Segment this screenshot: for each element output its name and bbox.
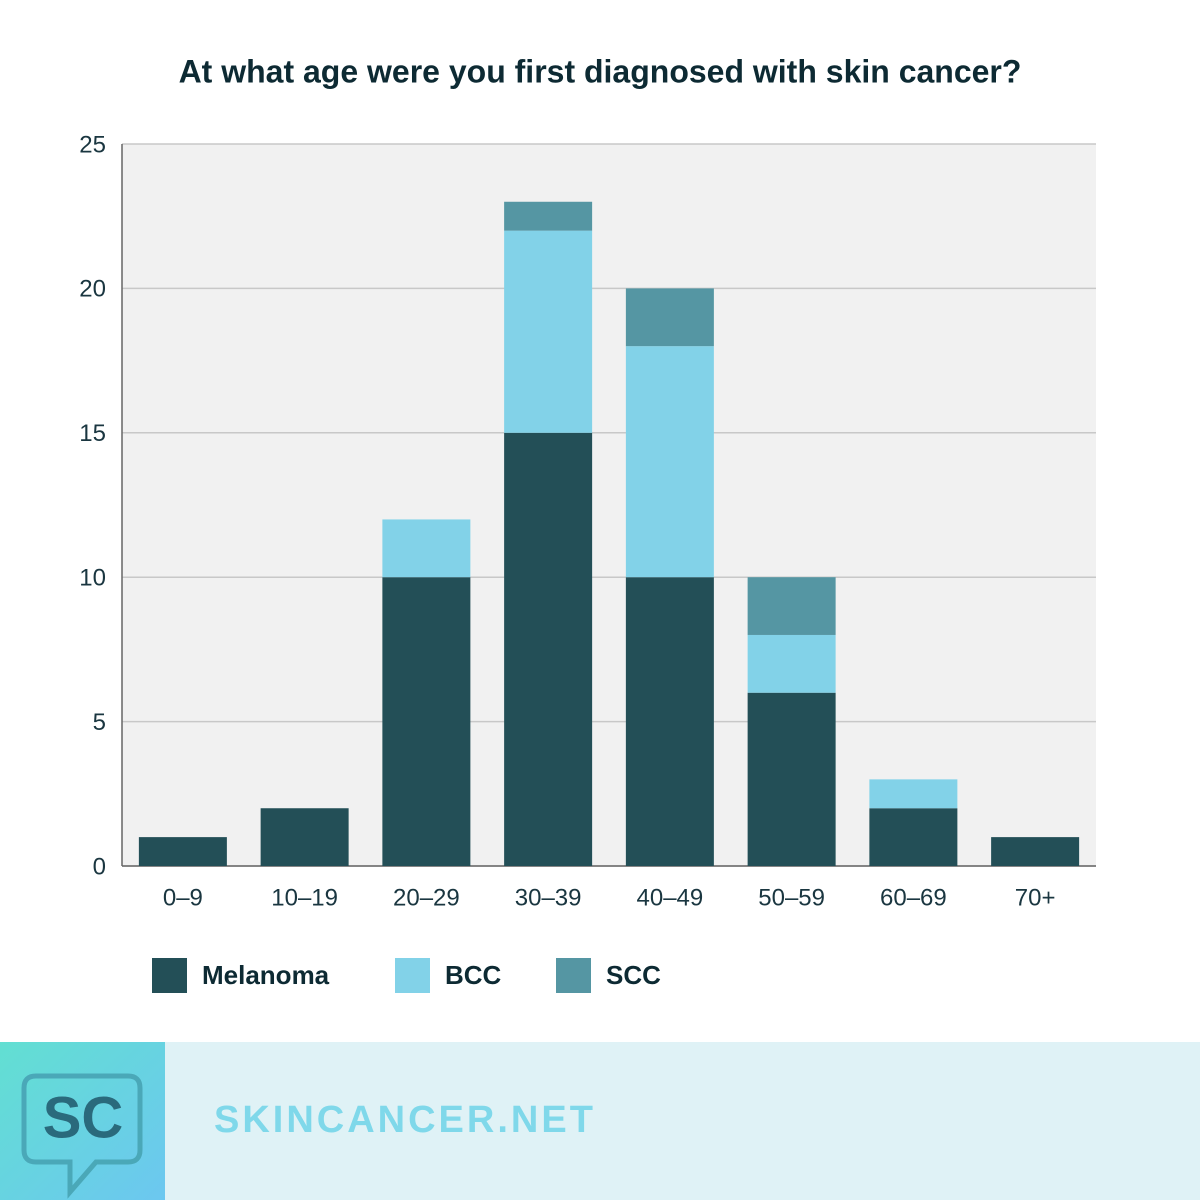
bar-segment [504,201,593,231]
y-tick-label: 15 [79,420,106,447]
chart-title: At what age were you first diagnosed wit… [179,53,1022,89]
chart: 0 5 10 15 20 25 0–9 10–19 20–29 30–39 40–49 50–59 60… [79,131,1096,993]
footer [0,1042,1200,1200]
x-tick-label: 70+ [1015,884,1056,911]
y-tick-label: 0 [93,853,106,880]
logo-text: SC [43,1085,124,1150]
bar-segment [504,432,593,866]
y-tick-label: 10 [79,565,106,592]
x-tick-label: 10–19 [271,884,338,911]
legend-swatch [395,958,430,993]
x-tick-label: 40–49 [637,884,704,911]
bar-segment [260,808,349,866]
x-tick-label: 20–29 [393,884,460,911]
bar-segment [869,808,958,866]
site-name[interactable]: SKINCANCER.NET [214,1099,596,1141]
bar-segment [625,577,714,866]
y-tick-label: 25 [79,131,106,158]
legend-swatch [152,958,187,993]
x-tick-label: 50–59 [758,884,825,911]
legend-label: Melanoma [202,960,330,990]
x-tick-label: 60–69 [880,884,947,911]
y-tick-label: 5 [93,709,106,736]
x-tick-label: 30–39 [515,884,582,911]
bar-segment [991,837,1080,866]
bar-segment [625,288,714,347]
bar-segment [504,230,593,433]
legend-label: BCC [445,960,502,990]
bar-segment [382,577,471,866]
bar-segment [747,634,836,693]
bar-segment [625,346,714,578]
bar-segment [747,577,836,635]
y-tick-label: 20 [79,276,106,303]
logo-bubble [21,1073,143,1199]
legend-swatch [556,958,591,993]
legend-label: SCC [606,960,661,990]
plot-area [122,144,1096,866]
bar-segment [382,519,471,578]
bar-segment [747,692,836,866]
bar-segment [869,779,958,809]
x-tick-label: 0–9 [163,884,203,911]
bar-segment [138,837,227,866]
